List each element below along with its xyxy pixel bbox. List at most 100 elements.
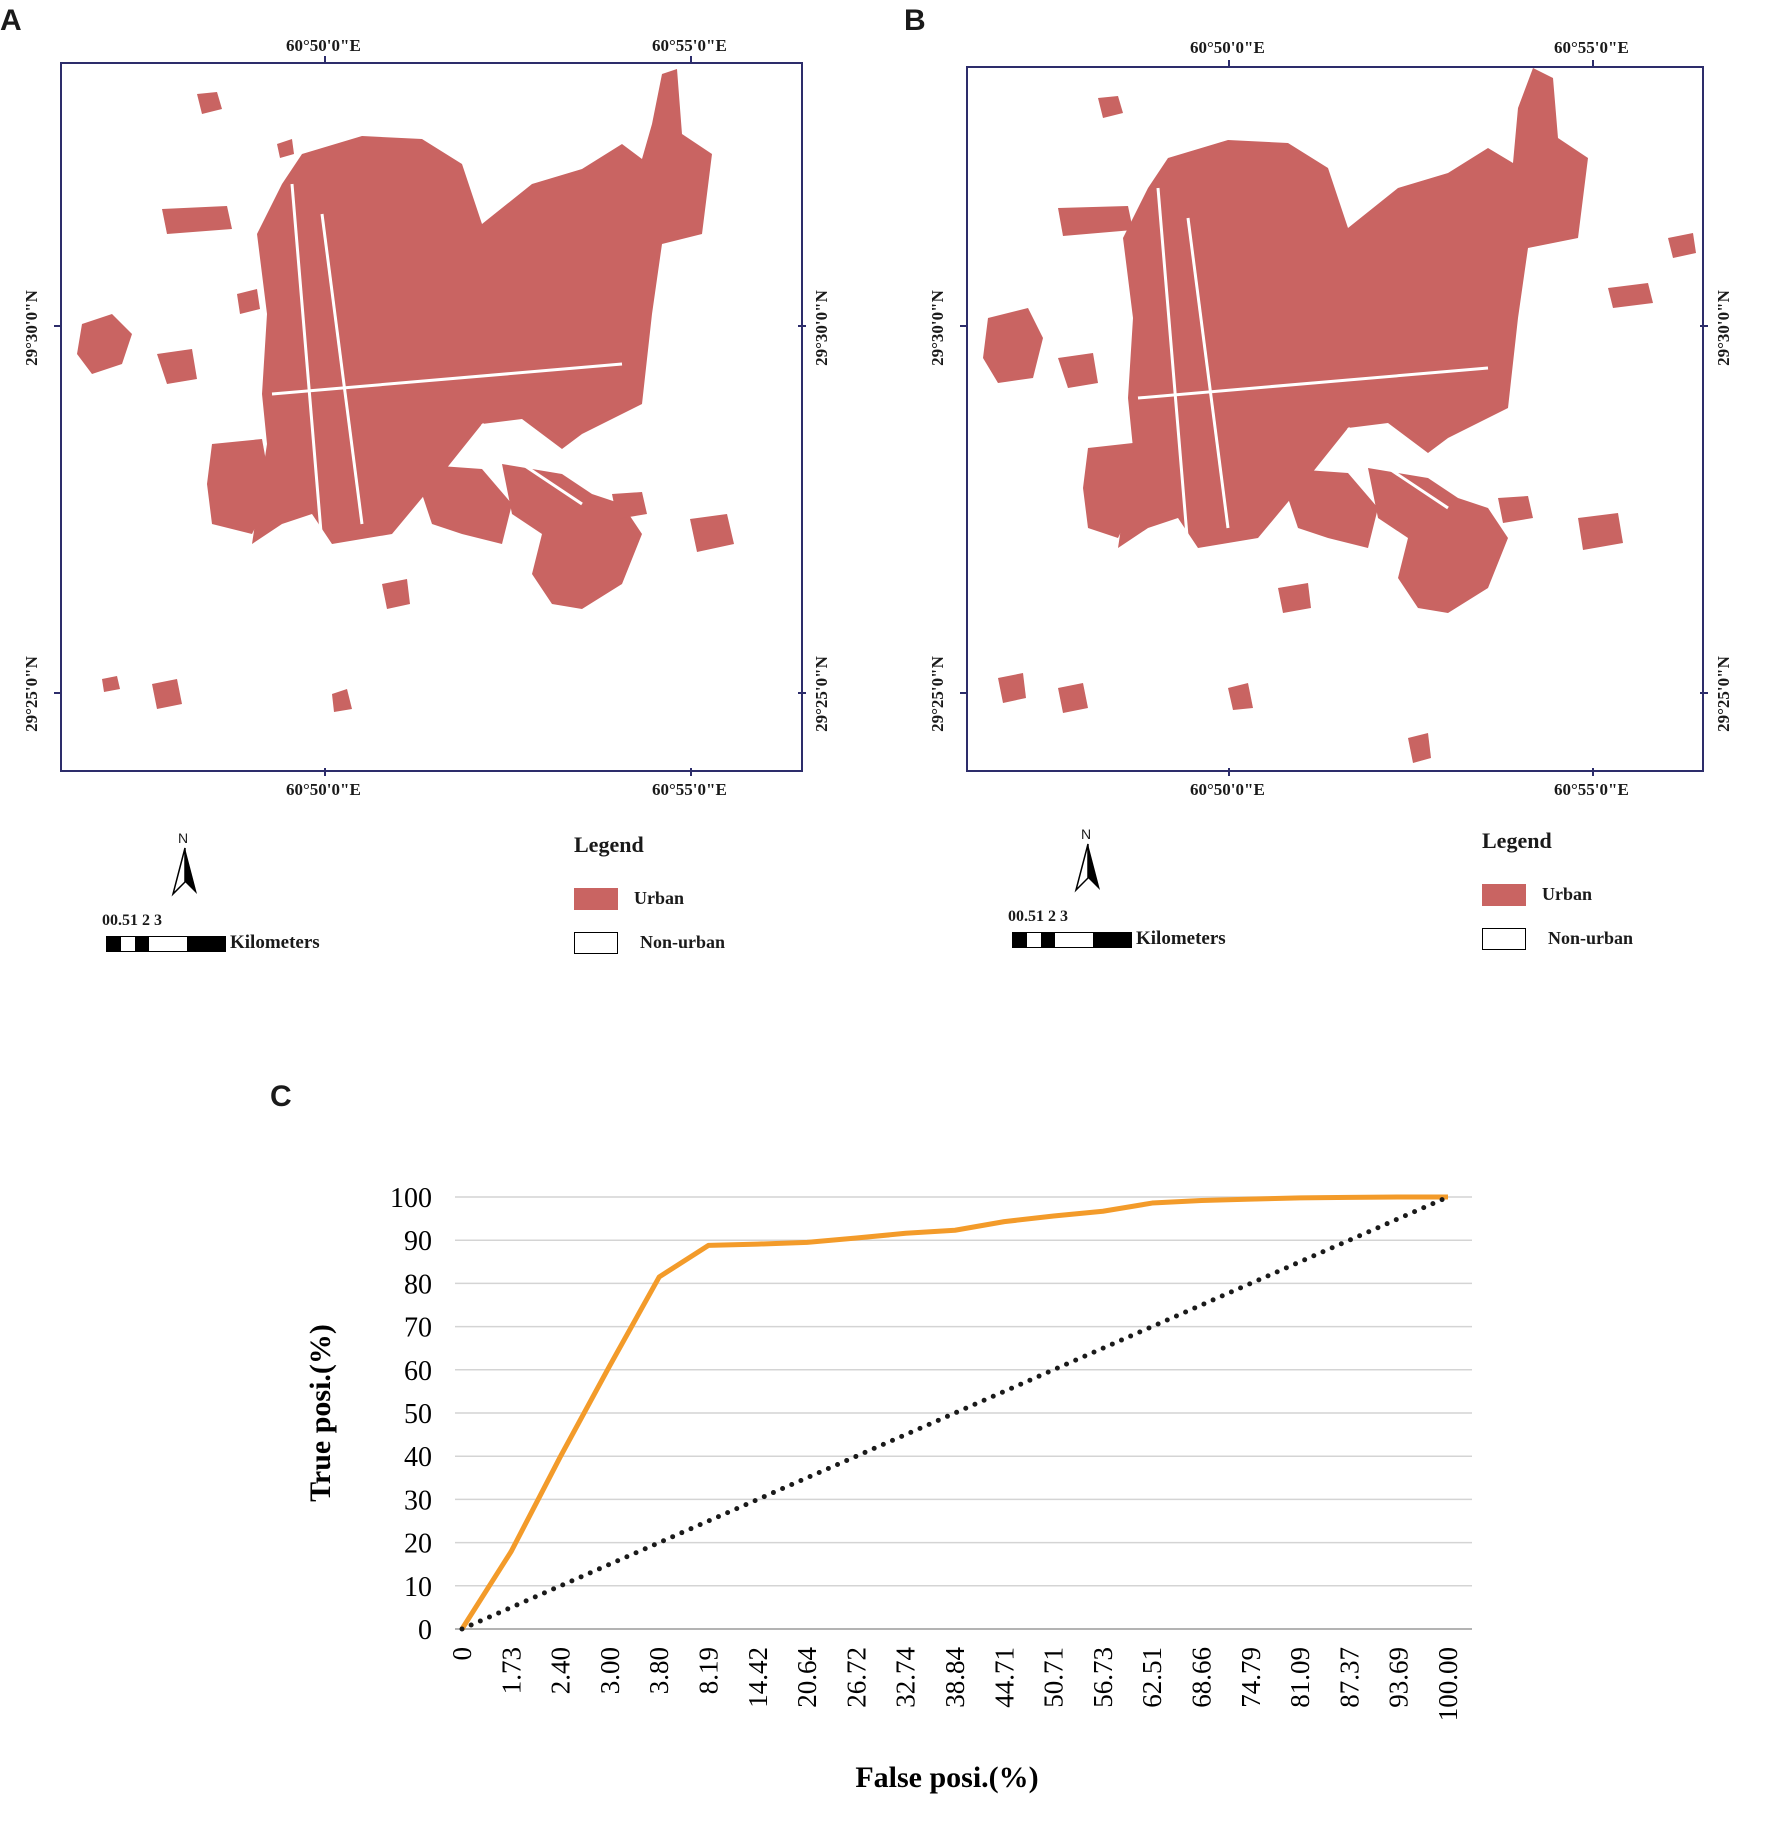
scale-numbers: 00.51 2 3 — [1008, 908, 1068, 925]
tick-mark — [960, 325, 968, 327]
lon-bottom-left: 60°50'0"E — [1190, 780, 1265, 799]
x-tick-label: 100.00 — [1433, 1647, 1463, 1721]
legend-swatch-nonurban — [574, 932, 618, 954]
series-line-random — [459, 1194, 1451, 1632]
legend-title: Legend — [574, 832, 644, 857]
lon-bottom-right: 60°55'0"E — [652, 780, 727, 799]
lat-left-upper: 29°30'0"N — [22, 290, 41, 366]
panel-label-b: B — [904, 4, 926, 37]
tick-mark — [960, 692, 968, 694]
x-tick-label: 62.51 — [1137, 1647, 1167, 1708]
tick-mark — [54, 692, 62, 694]
tick-mark — [1700, 325, 1708, 327]
tick-mark — [690, 56, 692, 64]
y-tick-label: 30 — [404, 1485, 432, 1516]
north-arrow: N — [165, 830, 205, 900]
series-line-roc — [459, 1194, 1448, 1631]
lat-right-upper: 29°30'0"N — [1714, 290, 1733, 366]
roc-chart: 0 10 20 30 40 50 60 70 80 90 100 0 1.73 2.40 3.00 3.80… — [304, 1183, 1472, 1794]
x-tick-label: 1.73 — [496, 1647, 526, 1694]
x-tick-label: 74.79 — [1236, 1647, 1266, 1708]
urban-map-b — [966, 66, 1704, 772]
lat-left-lower: 29°25'0"N — [22, 656, 41, 732]
tick-mark — [1592, 768, 1594, 776]
x-tick-label: 14.42 — [743, 1647, 773, 1708]
y-tick-label: 10 — [404, 1572, 432, 1603]
series-lines — [459, 1194, 1451, 1632]
y-axis-label: True posi.(%) — [304, 1324, 337, 1502]
y-tick-label: 20 — [404, 1529, 432, 1560]
legend-label-urban: Urban — [1542, 884, 1593, 904]
x-tick-label: 8.19 — [694, 1647, 724, 1694]
scale-bar — [1012, 932, 1132, 948]
urban-extent-map-b — [983, 68, 1696, 763]
x-tick-label: 0 — [447, 1647, 477, 1661]
x-tick-label: 81.09 — [1285, 1647, 1315, 1708]
map-panel-b: 60°50'0"E 60°55'0"E — [904, 0, 1767, 980]
scale-numbers: 00.51 2 3 — [102, 912, 162, 929]
lon-top-left: 60°50'0"E — [1190, 38, 1265, 57]
x-tick-label: 26.72 — [841, 1647, 871, 1708]
scale-units: Kilometers — [230, 932, 320, 953]
lon-bottom-left: 60°50'0"E — [286, 780, 361, 799]
tick-mark — [1700, 692, 1708, 694]
y-tick-label: 80 — [404, 1269, 432, 1300]
north-letter: N — [178, 830, 189, 846]
legend-label-urban: Urban — [634, 888, 685, 908]
tick-mark — [690, 768, 692, 776]
map-panel-a: 60°50'0"E 60°55'0"E — [0, 0, 880, 980]
lat-left-upper: 29°30'0"N — [928, 290, 947, 366]
y-tick-label: 70 — [404, 1313, 432, 1344]
x-tick-label: 3.80 — [644, 1647, 674, 1694]
north-letter: N — [1081, 826, 1092, 842]
north-arrow-icon — [1074, 843, 1100, 893]
x-tick-label: 44.71 — [989, 1647, 1019, 1708]
tick-mark — [1228, 768, 1230, 776]
panel-label-a: A — [0, 4, 22, 37]
lat-right-upper: 29°30'0"N — [812, 290, 831, 366]
lat-left-lower: 29°25'0"N — [928, 656, 947, 732]
tick-mark — [798, 325, 806, 327]
tick-mark — [1228, 60, 1230, 68]
x-tick-label: 68.66 — [1187, 1647, 1217, 1708]
north-arrow-icon — [171, 847, 197, 897]
y-tick-labels: 0 10 20 30 40 50 60 70 80 90 100 — [390, 1183, 432, 1646]
legend-label-nonurban: Non-urban — [640, 932, 726, 952]
lon-top-right: 60°55'0"E — [652, 36, 727, 55]
legend-swatch-nonurban — [1482, 928, 1526, 950]
urban-map-a — [60, 62, 803, 772]
x-tick-label: 93.69 — [1384, 1647, 1414, 1708]
tick-mark — [324, 56, 326, 64]
north-arrow: N — [1068, 826, 1108, 896]
panel-label-c: C — [270, 1080, 292, 1113]
tick-mark — [798, 692, 806, 694]
x-tick-label: 38.84 — [940, 1647, 970, 1708]
x-tick-label: 56.73 — [1088, 1647, 1118, 1708]
lat-right-lower: 29°25'0"N — [812, 656, 831, 732]
grid-lines — [455, 1196, 1472, 1630]
x-tick-label: 50.71 — [1039, 1647, 1069, 1708]
x-tick-label: 20.64 — [792, 1647, 822, 1708]
x-tick-label: 32.74 — [891, 1647, 921, 1708]
x-tick-label: 2.40 — [546, 1647, 576, 1694]
y-tick-label: 60 — [404, 1356, 432, 1387]
tick-mark — [324, 768, 326, 776]
scale-bar — [106, 936, 226, 952]
x-tick-label: 3.00 — [595, 1647, 625, 1694]
x-tick-label: 87.37 — [1334, 1647, 1364, 1708]
y-tick-label: 90 — [404, 1226, 432, 1257]
x-tick-labels: 0 1.73 2.40 3.00 3.80 8.19 14.42 20.64 26.72 32.7… — [447, 1647, 1463, 1722]
lat-right-lower: 29°25'0"N — [1714, 656, 1733, 732]
y-tick-label: 50 — [404, 1399, 432, 1430]
legend-title: Legend — [1482, 828, 1552, 853]
lon-bottom-right: 60°55'0"E — [1554, 780, 1629, 799]
tick-mark — [1592, 60, 1594, 68]
legend-swatch-urban — [574, 888, 618, 910]
x-axis-label: False posi.(%) — [855, 1761, 1038, 1794]
urban-extent-map-a — [77, 69, 734, 712]
y-tick-label: 100 — [390, 1183, 432, 1214]
y-tick-label: 40 — [404, 1442, 432, 1473]
legend-swatch-urban — [1482, 884, 1526, 906]
lon-top-left: 60°50'0"E — [286, 36, 361, 55]
tick-mark — [54, 325, 62, 327]
